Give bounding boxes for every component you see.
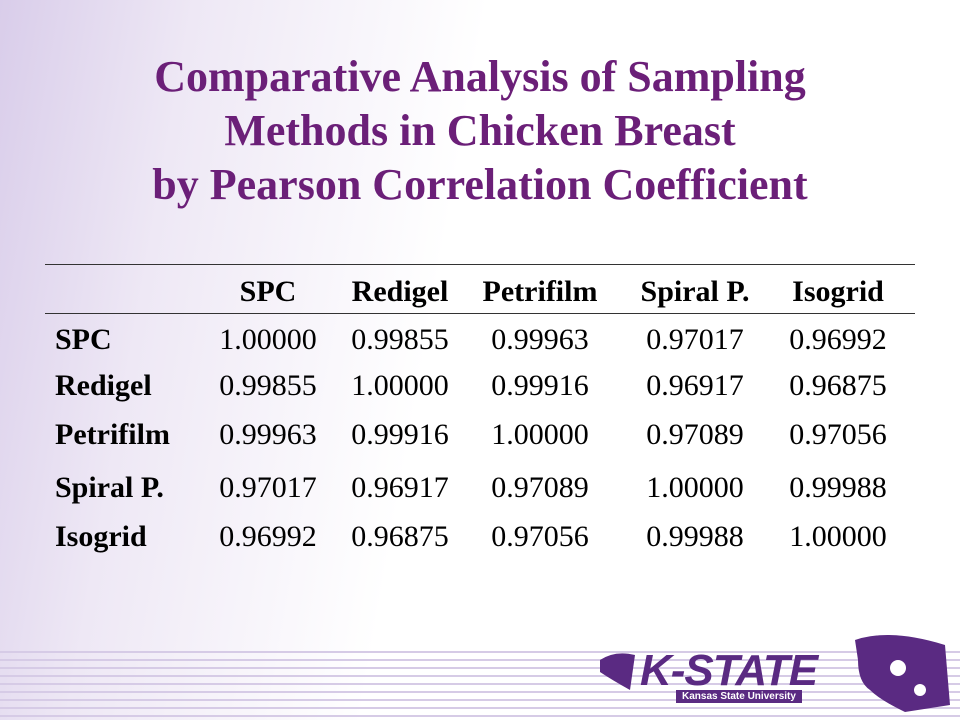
table-top-rule <box>45 264 915 265</box>
table-cell: 0.97089 <box>491 471 589 504</box>
table-cell: 0.97056 <box>789 418 887 451</box>
table-cell: 0.96875 <box>351 520 449 553</box>
row-label: Redigel <box>55 369 152 402</box>
logo-wordmark: K-STATE <box>640 646 818 695</box>
header-rule <box>45 313 915 314</box>
table-cell: 0.96917 <box>646 369 744 402</box>
table-cell: 0.97017 <box>219 471 317 504</box>
table-cell: 0.99855 <box>351 323 449 356</box>
column-header: Redigel <box>351 275 449 308</box>
title-line: Methods in Chicken Breast <box>224 106 736 155</box>
table-cell: 0.96917 <box>351 471 449 504</box>
table-cell: 0.99963 <box>219 418 317 451</box>
logo-tagline: Kansas State University <box>676 690 802 703</box>
title: Comparative Analysis of Sampling Methods … <box>0 50 960 212</box>
table-cell: 0.99855 <box>219 369 317 402</box>
table-cell: 0.99988 <box>789 471 887 504</box>
table-cell: 0.97056 <box>491 520 589 553</box>
column-header: Spiral P. <box>640 275 750 308</box>
table-cell: 0.99963 <box>491 323 589 356</box>
column-header: Petrifilm <box>482 275 598 308</box>
table-cell: 0.96992 <box>789 323 887 356</box>
row-label: Isogrid <box>55 520 147 553</box>
table-cell: 0.97089 <box>646 418 744 451</box>
table-cell: 0.99988 <box>646 520 744 553</box>
row-label: SPC <box>55 323 112 356</box>
row-label: Petrifilm <box>55 418 170 451</box>
table-cell: 0.99916 <box>491 369 589 402</box>
table-cell: 0.96992 <box>219 520 317 553</box>
column-header: Isogrid <box>792 275 884 308</box>
column-header: SPC <box>239 275 297 308</box>
table-cell: 0.99916 <box>351 418 449 451</box>
title-line: by Pearson Correlation Coefficient <box>152 160 808 209</box>
table-cell: 1.00000 <box>491 418 589 451</box>
table-cell: 1.00000 <box>646 471 744 504</box>
table-cell: 0.97017 <box>646 323 744 356</box>
table-cell: 1.00000 <box>789 520 887 553</box>
table-cell: 0.96875 <box>789 369 887 402</box>
title-line: Comparative Analysis of Sampling <box>154 52 806 101</box>
row-label: Spiral P. <box>55 471 164 504</box>
table-cell: 1.00000 <box>351 369 449 402</box>
table-cell: 1.00000 <box>219 323 317 356</box>
